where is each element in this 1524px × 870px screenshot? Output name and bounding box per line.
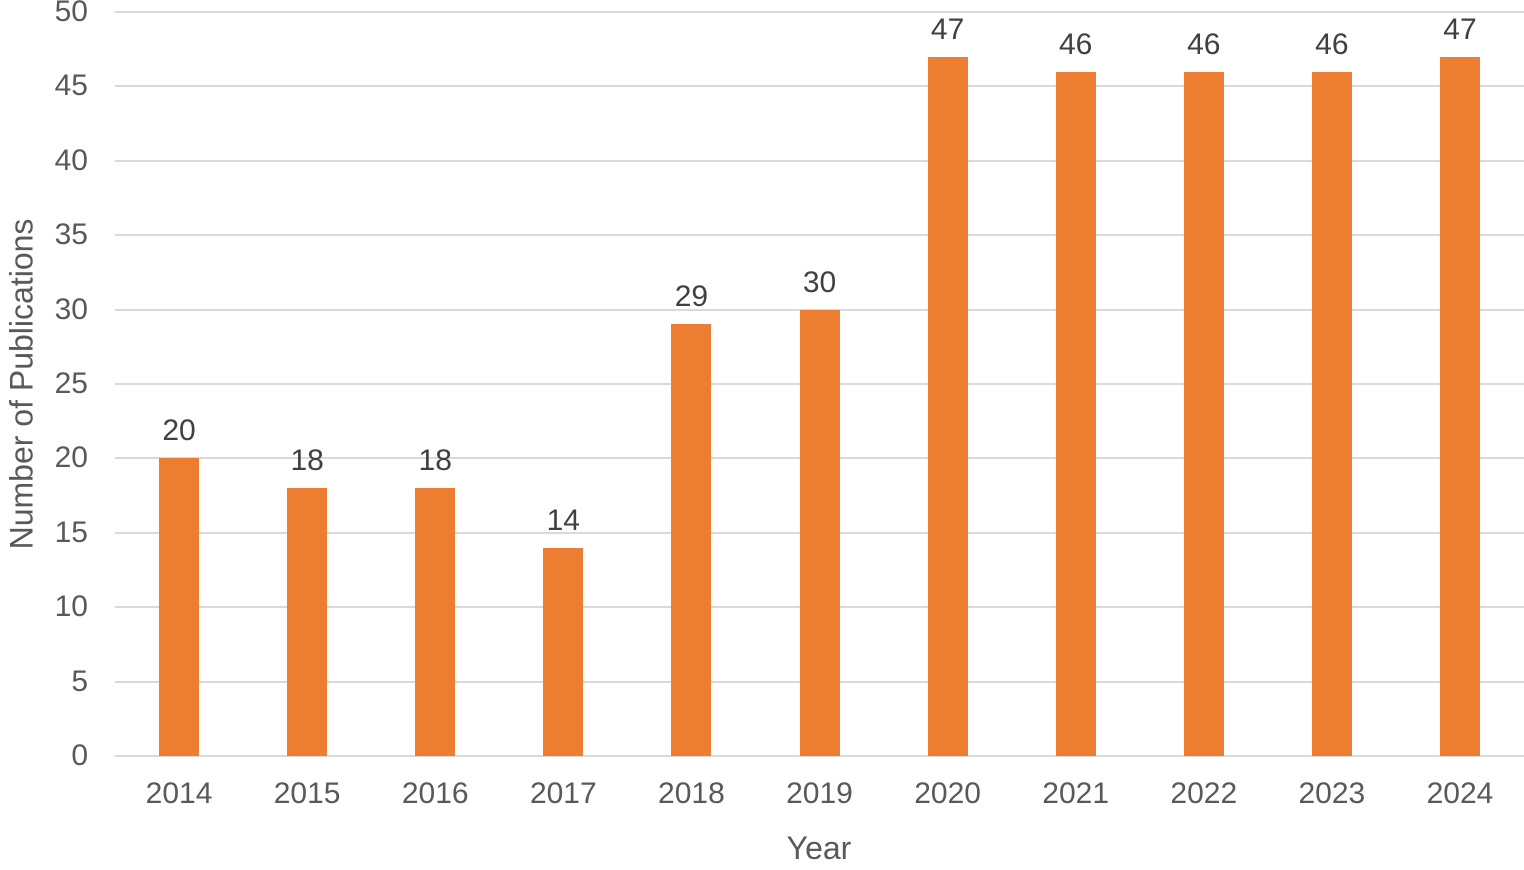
y-tick-label: 5: [71, 664, 88, 698]
x-tick-label: 2014: [145, 777, 213, 810]
bar: [415, 488, 456, 756]
bar: [799, 309, 840, 756]
x-axis-title: Year: [786, 830, 852, 866]
y-tick-label: 35: [54, 218, 88, 252]
y-tick-label: 20: [54, 441, 88, 475]
bar-value-label: 47: [1443, 12, 1477, 46]
bar: [159, 458, 200, 756]
bar: [1055, 71, 1096, 756]
bar-value-label: 46: [1315, 27, 1349, 61]
bar: [1311, 71, 1352, 756]
x-tick-label: 2018: [658, 777, 725, 810]
y-tick-label: 25: [54, 367, 88, 400]
x-tick-label: 2023: [1298, 777, 1366, 810]
y-tick-label: 40: [54, 143, 88, 177]
gridline: [115, 11, 1524, 13]
y-axis-tick-labels: 0 5 10 15 20 25 30 35 40 45 50: [0, 0, 88, 771]
bar-value-label: 18: [290, 444, 324, 478]
bar: [1439, 56, 1480, 756]
bar-value-label: 14: [546, 503, 580, 537]
gridline: [115, 159, 1524, 162]
y-tick-label: 30: [54, 292, 88, 326]
x-tick-label: 2017: [529, 777, 597, 810]
bar-value-label: 47: [930, 12, 965, 46]
gridline: [115, 85, 1524, 88]
gridline: [115, 234, 1524, 237]
bar: [671, 324, 712, 756]
y-tick-label: 10: [54, 590, 88, 624]
x-tick-label: 2019: [786, 777, 853, 810]
y-tick-label: 45: [54, 69, 88, 103]
y-tick-label: 15: [54, 515, 88, 549]
bar-value-label: 30: [802, 265, 837, 299]
x-tick-label: 2022: [1170, 777, 1238, 810]
y-tick-label: 50: [54, 0, 88, 28]
x-tick-label: 2016: [401, 777, 469, 810]
x-tick-label: 2021: [1042, 777, 1110, 810]
bar-value-label: 18: [418, 444, 452, 478]
x-tick-label: 2024: [1426, 777, 1494, 810]
gridline: [115, 755, 1524, 757]
bar: [287, 488, 328, 756]
x-axis-tick-labels: 2014 2015 2016 2017 2018 2019 2020 2021 2022 2023…: [115, 772, 1524, 816]
bar-value-label: 20: [162, 414, 196, 448]
plot-area: 20 18 18 14 29 30 47 46 46 46 47: [115, 11, 1524, 757]
bar: [1183, 71, 1224, 756]
x-tick-label: 2015: [273, 777, 341, 810]
bar-value-label: 46: [1058, 27, 1093, 61]
bar-value-label: 46: [1187, 27, 1221, 61]
bar: [543, 547, 584, 756]
x-tick-label: 2020: [914, 777, 981, 810]
bar-value-label: 29: [674, 280, 709, 314]
y-tick-label: 0: [71, 739, 88, 772]
bar: [927, 56, 968, 756]
